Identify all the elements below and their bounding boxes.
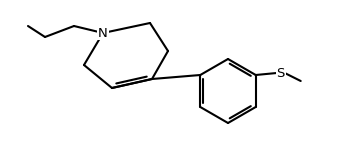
Text: S: S [276,66,285,79]
Text: N: N [98,26,108,40]
